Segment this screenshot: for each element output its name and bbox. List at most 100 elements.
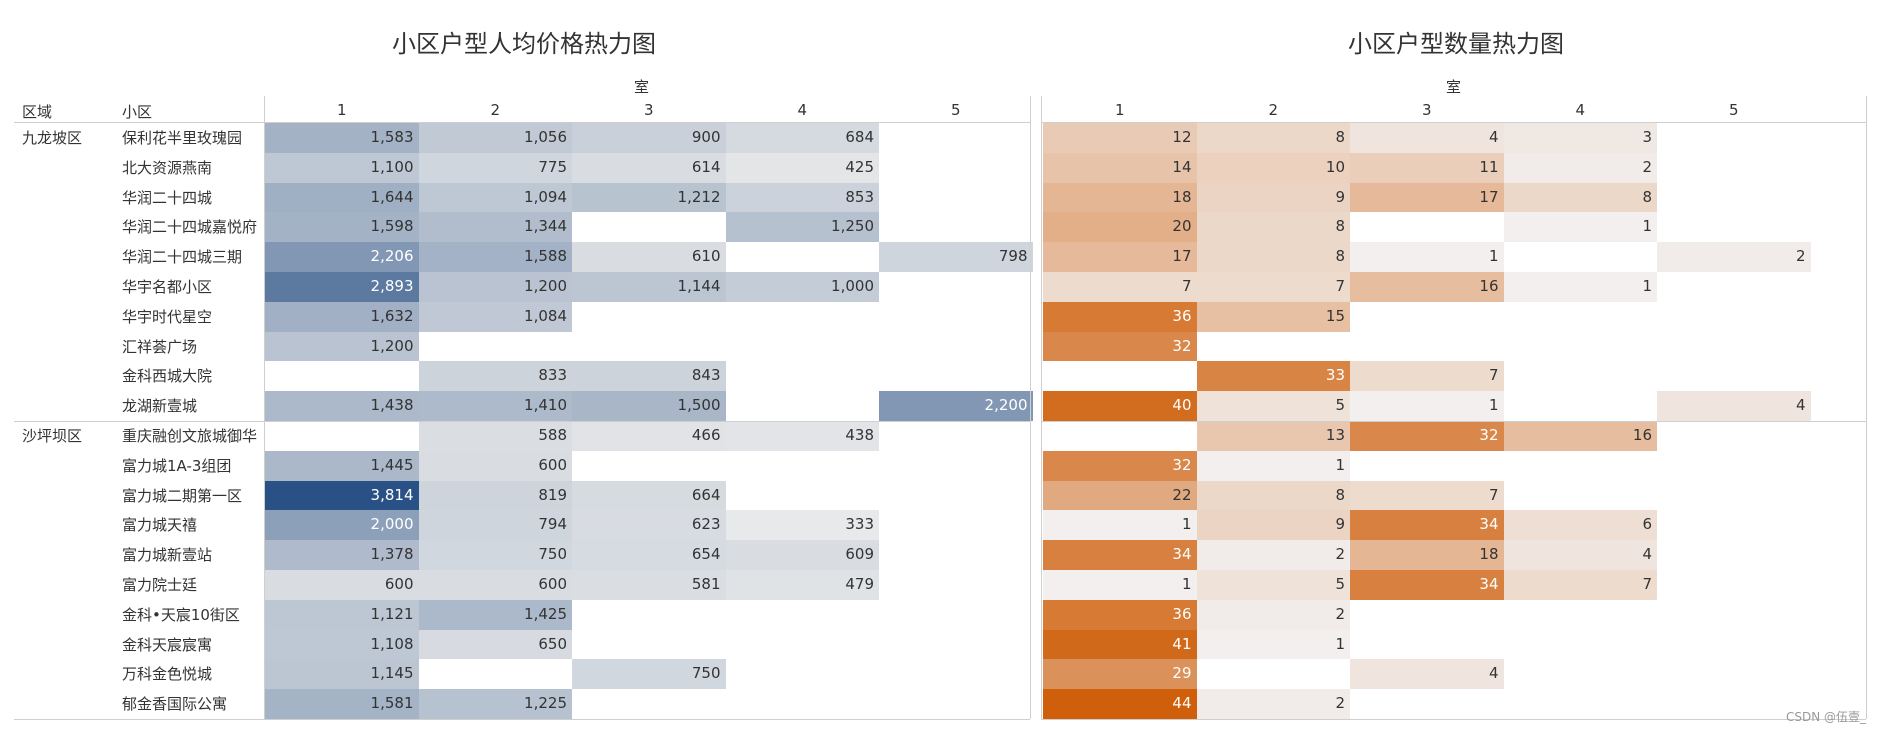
price-col-header-5: 5	[950, 101, 961, 119]
header-divider-right	[1041, 122, 1866, 123]
count-cell: 4	[1350, 123, 1504, 153]
price-cell: 1,410	[418, 391, 572, 421]
count-cell: 7	[1350, 480, 1504, 511]
price-cell: 1,250	[725, 212, 879, 243]
count-cell: 2	[1196, 599, 1350, 630]
price-cell: 614	[572, 152, 726, 183]
price-room-group-header: 室	[634, 78, 650, 96]
count-right-border	[1866, 96, 1867, 719]
count-cell: 14	[1043, 152, 1197, 183]
price-cell: 650	[418, 629, 572, 660]
community-label: 重庆融创文旅城御华	[122, 427, 258, 445]
community-label: 华宇时代星空	[122, 307, 213, 326]
price-cell: 479	[725, 570, 879, 600]
community-label: 富力城新壹站	[122, 546, 213, 565]
count-cell: 18	[1350, 540, 1504, 570]
price-cell: 819	[418, 480, 572, 511]
price-cell: 1,145	[265, 659, 419, 690]
count-cell: 9	[1196, 510, 1350, 541]
price-cell: 1,200	[265, 331, 419, 362]
count-cell: 17	[1350, 182, 1504, 213]
district-divider-left	[14, 421, 1030, 422]
count-cell: 15	[1196, 301, 1350, 332]
count-cell: 18	[1043, 182, 1197, 213]
count-cell: 29	[1043, 659, 1197, 690]
community-label: 北大资源燕南	[122, 158, 213, 177]
count-cell: 6	[1503, 510, 1657, 541]
community-column-header: 小区	[122, 103, 153, 121]
count-room-group-header: 室	[1446, 78, 1462, 96]
price-col-header-4: 4	[797, 101, 808, 119]
count-cell: 1	[1043, 570, 1197, 600]
count-cell: 2	[1196, 689, 1350, 719]
count-cell: 32	[1043, 450, 1197, 481]
count-cell: 2	[1657, 242, 1811, 272]
count-cell: 33	[1196, 361, 1350, 392]
price-cell: 2,000	[265, 510, 419, 541]
count-cell: 9	[1196, 182, 1350, 213]
price-cell: 1,378	[265, 540, 419, 570]
price-cell: 609	[725, 540, 879, 570]
district-column-header: 区域	[22, 103, 53, 121]
count-cell: 1	[1350, 391, 1504, 421]
community-label: 华润二十四城	[122, 188, 213, 207]
community-label: 富力城1A-3组团	[122, 456, 232, 475]
community-label: 华润二十四城三期	[122, 248, 243, 267]
price-cell: 684	[725, 123, 879, 153]
count-cell: 17	[1043, 242, 1197, 272]
count-cell: 8	[1503, 182, 1657, 213]
price-cell: 900	[572, 123, 726, 153]
count-cell: 8	[1196, 123, 1350, 153]
count-cell: 1	[1503, 272, 1657, 302]
count-cell: 22	[1043, 480, 1197, 511]
price-cell: 1,056	[418, 123, 572, 153]
count-cell: 7	[1196, 272, 1350, 302]
count-cell: 4	[1657, 391, 1811, 421]
price-right-border	[1030, 96, 1031, 719]
district-label: 九龙坡区	[22, 129, 83, 147]
count-cell: 1	[1196, 629, 1350, 660]
price-cell: 1,438	[265, 391, 419, 421]
count-cell: 7	[1350, 361, 1504, 392]
count-cell: 16	[1503, 421, 1657, 451]
price-cell: 833	[418, 361, 572, 392]
price-cell: 600	[418, 570, 572, 600]
community-label: 富力城二期第一区	[122, 486, 243, 505]
price-cell: 600	[265, 570, 419, 600]
community-label: 富力院士廷	[122, 576, 198, 594]
count-cell: 36	[1043, 301, 1197, 332]
price-cell: 1,581	[265, 689, 419, 719]
price-cell: 1,445	[265, 450, 419, 481]
community-label: 富力城天禧	[122, 516, 198, 535]
price-cell: 1,200	[418, 272, 572, 302]
price-cell: 1,144	[572, 272, 726, 302]
count-cell: 5	[1196, 570, 1350, 600]
count-cell: 34	[1043, 540, 1197, 570]
count-cell: 3	[1503, 123, 1657, 153]
count-cell: 11	[1350, 152, 1504, 183]
count-cell: 4	[1503, 540, 1657, 570]
count-cell: 40	[1043, 391, 1197, 421]
count-cell: 16	[1350, 272, 1504, 302]
price-cell: 750	[418, 540, 572, 570]
price-cell: 1,588	[418, 242, 572, 272]
price-cell: 1,000	[725, 272, 879, 302]
price-cell: 1,100	[265, 152, 419, 183]
price-col-header-2: 2	[490, 101, 501, 119]
price-cell: 664	[572, 480, 726, 511]
count-cell: 12	[1043, 123, 1197, 153]
count-cell: 10	[1196, 152, 1350, 183]
count-cell: 1	[1043, 510, 1197, 541]
price-cell: 1,108	[265, 629, 419, 660]
count-cell: 20	[1043, 212, 1197, 243]
count-col-header-1: 1	[1114, 101, 1125, 119]
count-left-border	[1041, 96, 1042, 719]
community-label: 汇祥荟广场	[122, 337, 198, 356]
price-cell: 600	[418, 450, 572, 481]
count-cell: 41	[1043, 629, 1197, 660]
community-label: 华润二十四城嘉悦府	[122, 218, 258, 237]
price-cell: 1,425	[418, 599, 572, 630]
count-cell: 7	[1043, 272, 1197, 302]
community-label: 万科金色悦城	[122, 665, 213, 684]
price-cell: 588	[418, 421, 572, 451]
